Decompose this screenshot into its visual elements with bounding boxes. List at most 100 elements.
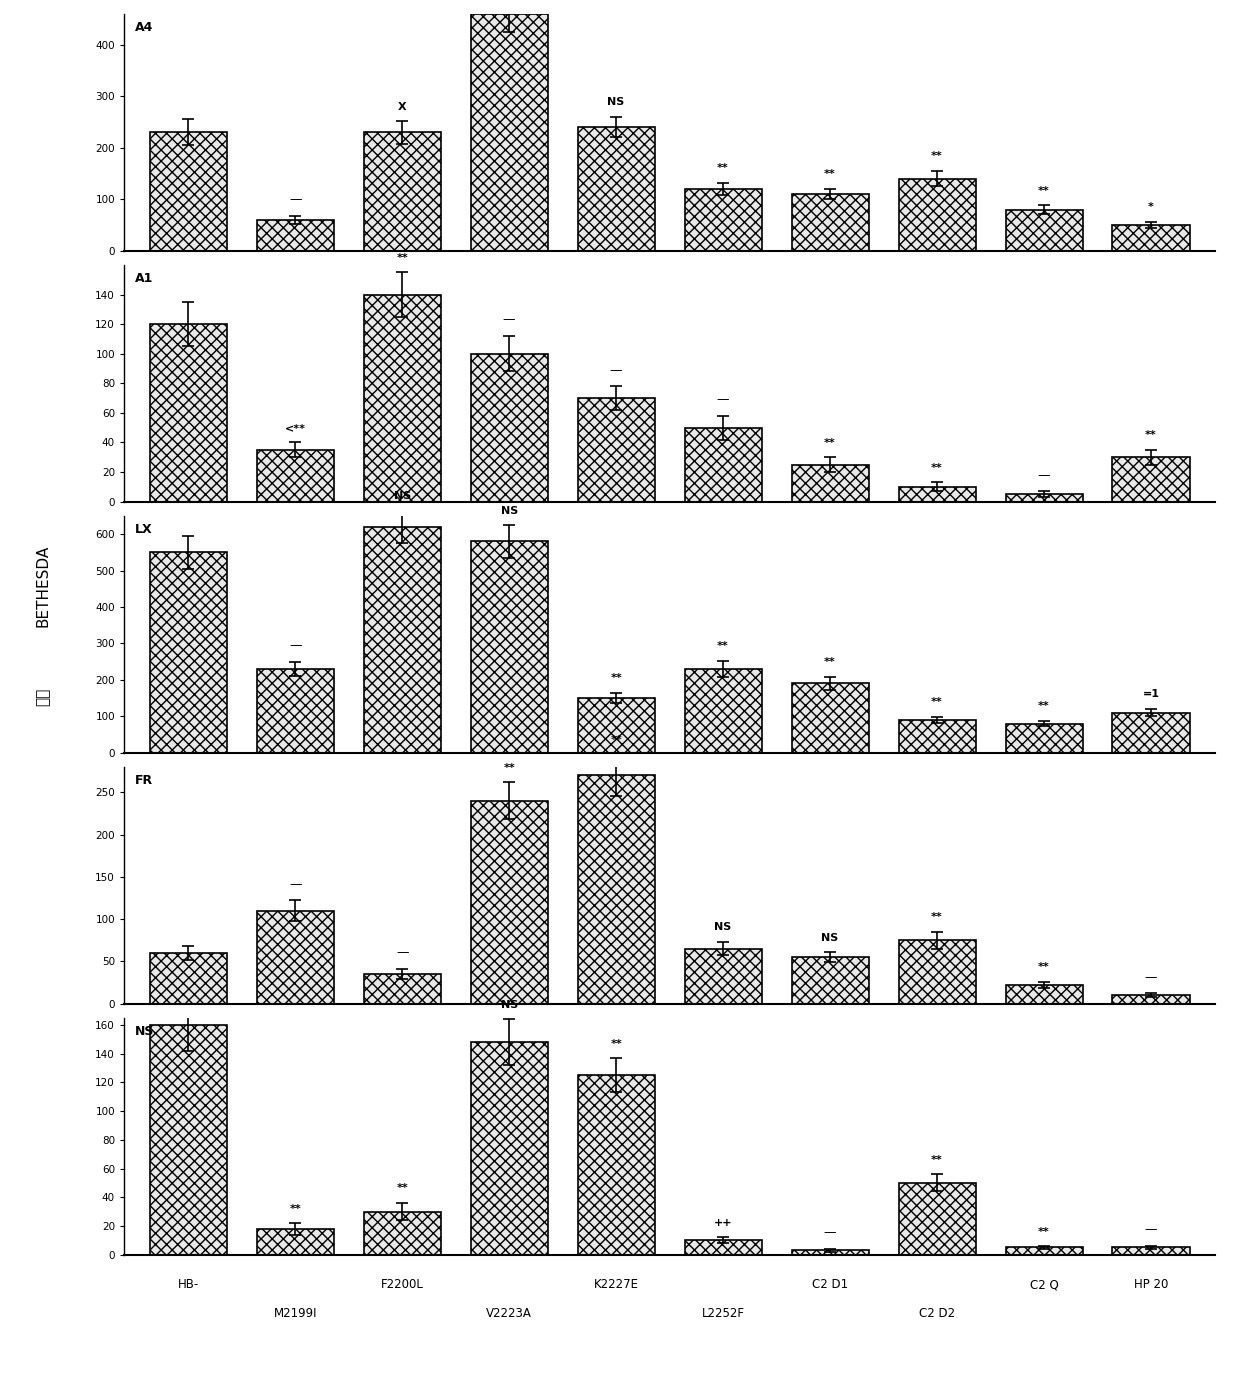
Text: X: X [398, 102, 407, 112]
Bar [471, 1043, 548, 1255]
Text: —: — [717, 393, 729, 407]
Text: **: ** [931, 1154, 942, 1165]
Bar [363, 974, 440, 1004]
Text: **: ** [1145, 431, 1157, 441]
Bar [363, 294, 440, 502]
Text: NS: NS [608, 98, 625, 107]
Text: A1: A1 [135, 272, 154, 284]
Text: **: ** [931, 697, 942, 708]
Text: **: ** [1038, 185, 1050, 197]
Text: HB-: HB- [177, 1278, 198, 1291]
Bar [257, 669, 334, 753]
Text: **: ** [825, 658, 836, 668]
Text: **: ** [1038, 1227, 1050, 1236]
Text: **: ** [931, 152, 942, 162]
Bar [1112, 224, 1189, 251]
Text: —: — [289, 638, 301, 652]
Bar [684, 669, 761, 753]
Text: NS: NS [501, 506, 518, 516]
Text: NS: NS [135, 1025, 154, 1039]
Bar [684, 428, 761, 502]
Text: **: ** [610, 1039, 622, 1048]
Text: **: ** [717, 163, 729, 173]
Bar [1112, 1248, 1189, 1255]
Text: NS: NS [714, 923, 732, 933]
Bar [791, 194, 868, 251]
Bar [363, 527, 440, 753]
Text: **: ** [397, 252, 408, 263]
Text: —: — [610, 364, 622, 376]
Bar [1006, 495, 1083, 502]
Bar [1112, 457, 1189, 502]
Bar [471, 541, 548, 753]
Bar [899, 940, 976, 1004]
Text: —: — [1145, 1224, 1157, 1236]
Bar [257, 220, 334, 251]
Bar [791, 683, 868, 753]
Bar [684, 190, 761, 251]
Bar [150, 132, 227, 251]
Text: L2252F: L2252F [702, 1306, 744, 1320]
Bar [684, 949, 761, 1004]
Bar [471, 800, 548, 1004]
Text: FR: FR [135, 774, 153, 788]
Text: A4: A4 [135, 21, 154, 33]
Text: NS: NS [821, 933, 838, 942]
Bar [791, 1250, 868, 1255]
Bar [578, 399, 655, 502]
Bar [578, 1075, 655, 1255]
Text: **: ** [1038, 701, 1050, 711]
Text: **: ** [931, 463, 942, 473]
Bar [1006, 986, 1083, 1004]
Bar [899, 487, 976, 502]
Bar [578, 127, 655, 251]
Text: **: ** [610, 735, 622, 744]
Text: **: ** [503, 763, 515, 772]
Text: **: ** [825, 170, 836, 180]
Bar [150, 953, 227, 1004]
Text: HP 20: HP 20 [1133, 1278, 1168, 1291]
Text: V2223A: V2223A [486, 1306, 532, 1320]
Text: —: — [503, 314, 516, 326]
Text: —: — [396, 947, 408, 959]
Text: —: — [289, 878, 301, 891]
Text: *: * [1148, 202, 1154, 212]
Bar [257, 1228, 334, 1255]
Text: ++: ++ [714, 1218, 733, 1228]
Bar [471, 354, 548, 502]
Text: NS: NS [501, 999, 518, 1009]
Bar [1112, 995, 1189, 1004]
Text: K2227E: K2227E [594, 1278, 639, 1291]
Text: =1: =1 [1142, 690, 1159, 700]
Text: <**: <** [285, 422, 306, 434]
Text: NS: NS [393, 491, 410, 500]
Bar [150, 323, 227, 502]
Bar [150, 1025, 227, 1255]
Text: BETHESDA: BETHESDA [36, 544, 51, 627]
Text: **: ** [825, 438, 836, 447]
Text: **: ** [289, 1203, 301, 1214]
Bar [150, 552, 227, 753]
Text: —: — [823, 1227, 836, 1239]
Text: **: ** [717, 641, 729, 651]
Bar [791, 464, 868, 502]
Bar [899, 178, 976, 251]
Text: 单位: 单位 [36, 687, 51, 707]
Bar [899, 1184, 976, 1255]
Text: LX: LX [135, 523, 153, 535]
Bar [257, 910, 334, 1004]
Bar [899, 719, 976, 753]
Text: C2 D2: C2 D2 [919, 1306, 955, 1320]
Bar [578, 775, 655, 1004]
Text: —: — [289, 194, 301, 206]
Text: —: — [1145, 972, 1157, 984]
Bar [684, 1241, 761, 1255]
Bar [1006, 723, 1083, 753]
Bar [1112, 712, 1189, 753]
Text: **: ** [397, 1184, 408, 1193]
Bar [1006, 1248, 1083, 1255]
Bar [471, 14, 548, 251]
Text: M2199I: M2199I [273, 1306, 317, 1320]
Text: —: — [1038, 468, 1050, 482]
Text: F2200L: F2200L [381, 1278, 424, 1291]
